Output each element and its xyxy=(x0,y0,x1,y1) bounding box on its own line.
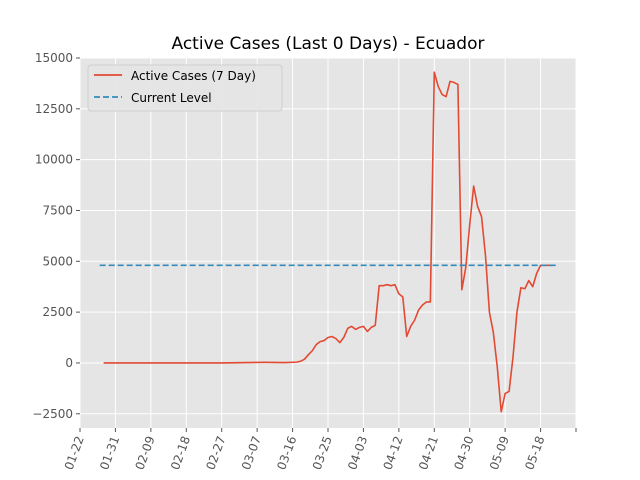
y-tick-label: 10000 xyxy=(35,153,73,167)
legend-label-active-cases: Active Cases (7 Day) xyxy=(131,69,256,83)
y-tick-label: 0 xyxy=(65,356,73,370)
chart-title: Active Cases (Last 0 Days) - Ecuador xyxy=(172,34,485,54)
y-tick-label: −2500 xyxy=(32,407,73,421)
y-tick-label: 5000 xyxy=(42,254,73,268)
grid-lines xyxy=(79,57,577,428)
y-tick-label: 2500 xyxy=(42,305,73,319)
legend: Active Cases (7 Day) Current Level xyxy=(87,64,283,112)
y-axis-ticks: −2500 0 2500 5000 7500 10000 12500 15000 xyxy=(32,51,80,421)
series-line-active-cases xyxy=(103,71,553,413)
y-tick-label: 12500 xyxy=(35,102,73,116)
legend-label-current-level: Current Level xyxy=(131,91,212,105)
y-tick-label: 15000 xyxy=(35,51,73,65)
y-tick-label: 7500 xyxy=(42,203,73,217)
legend-box xyxy=(87,64,283,112)
series-lines xyxy=(99,71,557,413)
